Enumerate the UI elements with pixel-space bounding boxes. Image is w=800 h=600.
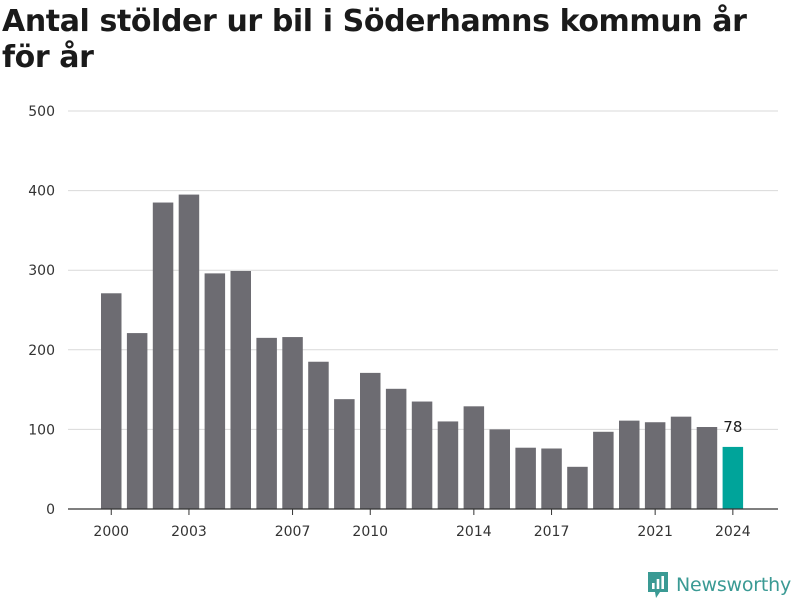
bar-2021 [644,422,666,509]
gridlines [68,110,778,430]
bar-2000 [101,293,122,509]
y-tick-label: 200 [28,343,55,359]
x-tick-label: 2014 [456,524,492,540]
bar-2012 [411,401,433,509]
data-labels: 78 [723,418,742,436]
newsworthy-logo-icon [648,572,668,598]
bar-2005 [230,270,251,509]
bar-2001 [126,333,148,509]
bar-2011 [385,388,407,509]
bar-2006 [256,337,277,509]
bar-2018 [567,466,588,509]
data-label-2024: 78 [723,418,742,436]
bar-2017 [541,448,562,509]
y-tick-label: 100 [28,422,55,438]
bar-2022 [670,416,692,509]
bar-2019 [593,431,614,509]
y-tick-label: 500 [28,104,55,120]
bar-2016 [515,447,536,509]
x-axis: 2000 2003 2007 2010 2014 2017 2021 2024 [68,508,778,540]
bar-2008 [308,361,329,509]
x-tick-label: 2017 [534,524,570,540]
bars [101,194,744,510]
y-tick-label: 400 [28,184,55,200]
brand-name: Newsworthy [676,574,792,596]
bar-2004 [204,273,226,509]
y-tick-label: 0 [46,502,55,518]
bar-2020 [619,420,640,509]
bar-2014 [463,406,485,509]
newsworthy-brand: Newsworthy [646,570,791,600]
x-tick-label: 2021 [637,524,673,540]
x-tick-label: 2010 [352,524,388,540]
x-tick-label: 2000 [93,524,129,540]
x-tick-label: 2024 [715,524,751,540]
bar-2007 [282,337,303,509]
bar-2003 [178,194,200,509]
x-tick-label: 2003 [171,524,207,540]
bar-2010 [360,372,381,509]
chart-title: Antal stölder ur bil i Söderhamns kommun… [2,4,747,75]
y-tick-label: 300 [28,263,55,279]
bar-2009 [334,399,355,509]
bar-2023 [696,427,718,509]
x-tick-label: 2007 [275,524,311,540]
bar-2002 [152,202,174,510]
bar-2013 [437,421,459,509]
y-axis: 0 100 200 300 400 500 [28,104,55,518]
bar-2024 [722,446,744,509]
bar-2015 [489,429,510,509]
